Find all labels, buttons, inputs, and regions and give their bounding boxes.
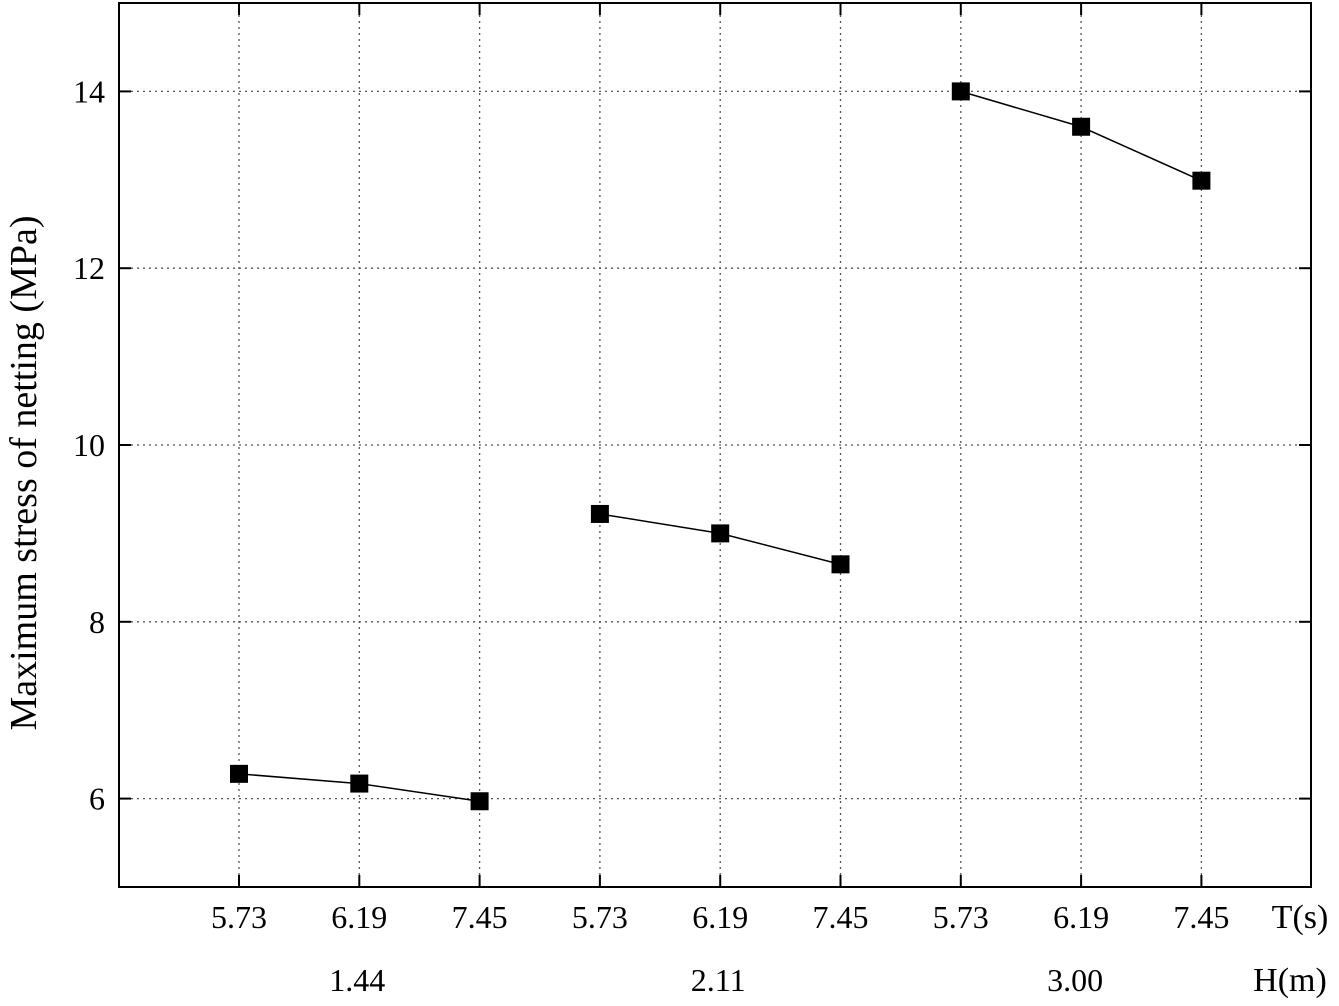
x-tick-label: 6.19 (692, 899, 748, 935)
data-point-square (951, 82, 970, 101)
data-point-square (470, 792, 489, 811)
y-tick-label: 10 (73, 427, 105, 463)
y-tick-label: 12 (73, 250, 105, 286)
data-point-square (1192, 171, 1211, 190)
axis-ticks (119, 3, 1311, 887)
x-tick-label: 5.73 (211, 899, 267, 935)
x-tick-label: 7.45 (813, 899, 869, 935)
data-point-square (590, 504, 609, 523)
x-tick-label: 7.45 (1173, 899, 1229, 935)
data-point-square (1072, 117, 1091, 136)
x-axis-name: T(s) (1272, 899, 1329, 936)
grid-lines (119, 3, 1311, 887)
x-tick-label: 7.45 (452, 899, 508, 935)
data-point-square (831, 555, 850, 574)
group-label: 1.44 (329, 962, 385, 998)
group-label: 3.00 (1047, 962, 1103, 998)
data-point-square (230, 764, 248, 783)
group-label: 2.11 (691, 962, 746, 998)
x-tick-label: 5.73 (933, 899, 989, 935)
y-tick-label: 6 (89, 781, 105, 817)
y-tick-label: 8 (89, 604, 105, 640)
y-tick-label: 14 (73, 73, 105, 109)
tick-labels: 6 8 10 12 14 5.73 6.19 7.45 5.73 6.19 7.45 5.73 6.19… (73, 73, 1229, 998)
group-axis-name: H(m) (1253, 962, 1327, 999)
x-tick-label: 6.19 (331, 899, 387, 935)
series-layer (230, 82, 1211, 811)
x-tick-label: 5.73 (572, 899, 628, 935)
data-point-square (711, 524, 730, 543)
data-point-square (350, 774, 369, 793)
x-tick-label: 6.19 (1053, 899, 1109, 935)
y-axis-label: Maximum stress of netting (MPa) (3, 215, 45, 730)
